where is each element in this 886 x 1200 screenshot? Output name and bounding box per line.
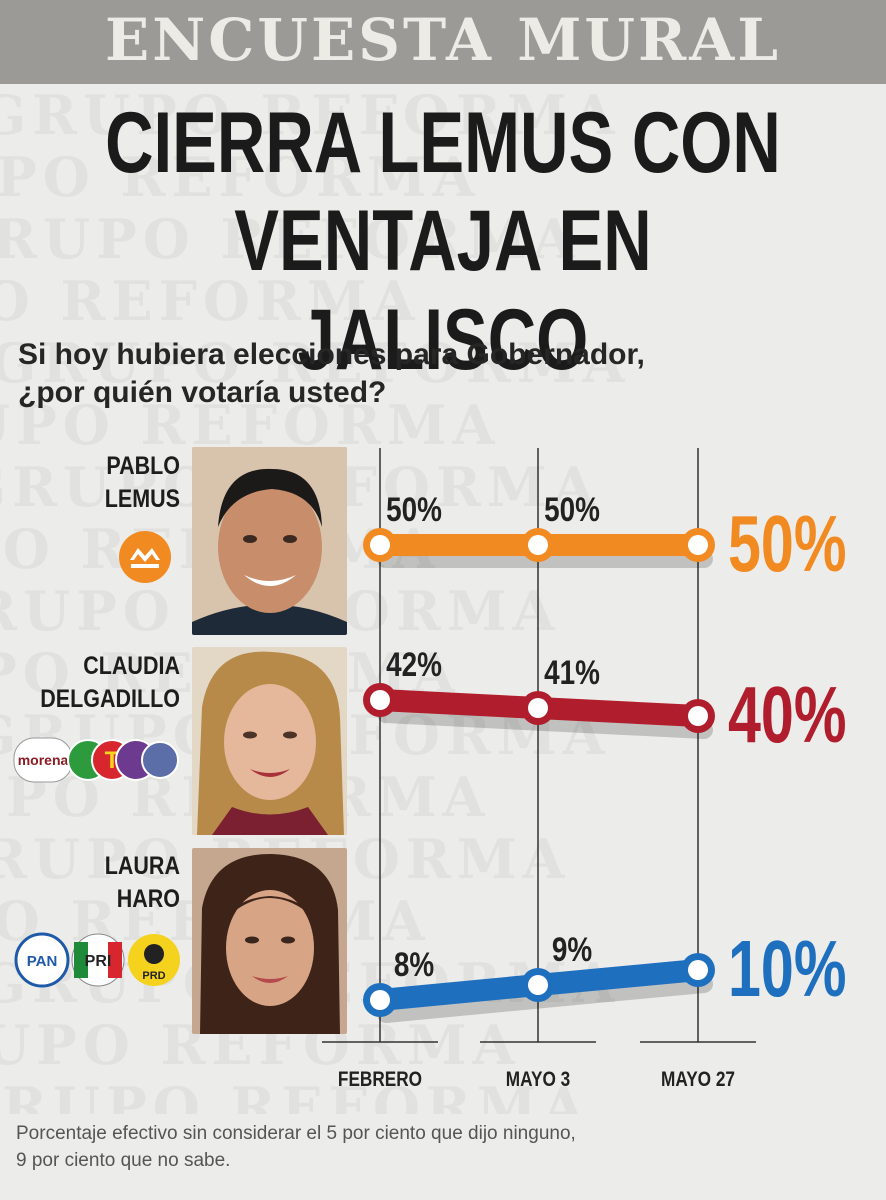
question-line-2: ¿por quién votaría usted? (18, 376, 387, 409)
data-point (370, 990, 390, 1010)
final-value-label: 50% (728, 498, 846, 588)
candidate-first-name: PABLO (106, 452, 180, 480)
candidate-photo-haro (192, 848, 347, 1034)
candidate-photo-delgadillo (192, 647, 347, 835)
data-label: 50% (386, 490, 442, 528)
candidate-last-name: DELGADILLO (40, 685, 181, 713)
x-tick-label: MAYO 3 (506, 1069, 570, 1092)
svg-text:PRD: PRD (142, 970, 165, 982)
candidate-last-name: LEMUS (104, 485, 180, 513)
candidate-first-name: CLAUDIA (83, 652, 180, 680)
banner-title: ENCUESTA MURAL (104, 6, 781, 74)
question-line-1: Si hoy hubiera elecciones para Gobernado… (18, 338, 645, 371)
data-point (528, 535, 548, 555)
footnote-line-2: 9 por ciento que no sabe. (16, 1150, 231, 1171)
data-label: 41% (544, 653, 600, 691)
final-value-label: 40% (728, 669, 846, 759)
footnote-line-1: Porcentaje efectivo sin considerar el 5 … (16, 1123, 576, 1144)
party-logos-coalition-icon: morena T (13, 737, 179, 783)
line-chart: FEBRERO MAYO 3 MAYO 27 50% 50% 50% 42% 41% 40% 8%… (322, 448, 846, 1092)
svg-text:PAN: PAN (27, 953, 58, 970)
data-label: 50% (544, 490, 600, 528)
data-point (370, 690, 390, 710)
x-tick-label: MAYO 27 (661, 1069, 735, 1092)
party-logo-mc-icon (119, 531, 171, 583)
svg-text:PRI: PRI (85, 953, 112, 970)
data-label: 42% (386, 645, 442, 683)
x-tick-label: FEBRERO (338, 1069, 422, 1092)
data-point (688, 960, 708, 980)
headline-line-1: CIERRA LEMUS CON (105, 95, 781, 191)
data-point (528, 698, 548, 718)
data-point (370, 535, 390, 555)
candidate-first-name: LAURA (104, 852, 180, 880)
final-value-label: 10% (728, 923, 846, 1013)
candidate-photo-lemus (192, 447, 347, 635)
svg-text:T: T (105, 747, 120, 774)
candidate-name-delgadillo: CLAUDIA DELGADILLO (36, 650, 180, 716)
data-point (688, 535, 708, 555)
headline-line-2: VENTAJA EN JALISCO (234, 193, 652, 388)
candidate-last-name: HARO (116, 885, 180, 913)
header-banner: ENCUESTA MURAL (0, 0, 886, 84)
data-label: 8% (394, 945, 434, 983)
data-point (688, 706, 708, 726)
party-logos-pan-pri-prd-icon: PAN PRI PRD (14, 932, 180, 988)
survey-question: Si hoy hubiera elecciones para Gobernado… (18, 336, 645, 412)
candidate-name-haro: LAURA HARO (36, 850, 180, 916)
candidate-name-lemus: PABLO LEMUS (36, 450, 180, 516)
data-label: 9% (552, 930, 592, 968)
svg-text:morena: morena (18, 752, 69, 768)
footnote: Porcentaje efectivo sin considerar el 5 … (16, 1120, 576, 1174)
data-point (528, 975, 548, 995)
